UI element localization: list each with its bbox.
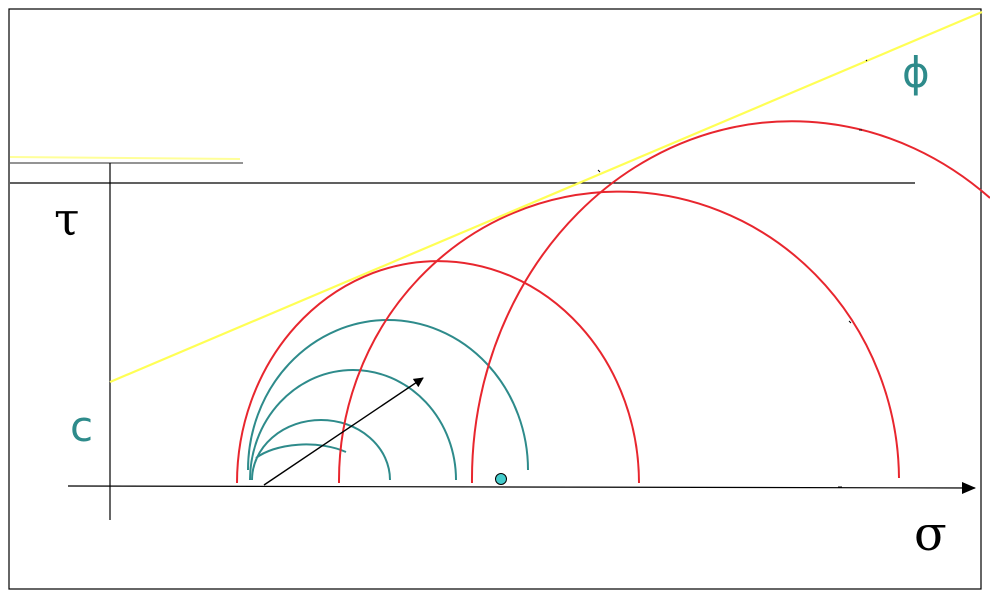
phi-label: ϕ: [902, 48, 930, 97]
stress-path-arrow: [263, 377, 424, 486]
artifact-marks: [597, 59, 868, 488]
tau-label: τ: [54, 192, 80, 246]
failure-circle-3: [470, 120, 990, 484]
sigma-axis: [67, 481, 976, 494]
stress-circle-1: [251, 419, 391, 481]
failure-circles: [236, 120, 990, 484]
stress-circle-small-arc: [255, 443, 347, 459]
stress-point-icon: [495, 473, 507, 485]
failure-circle-1: [236, 260, 640, 484]
faint-envelope-fragment: [9, 156, 241, 160]
stress-circle-2: [249, 369, 457, 481]
outer-frame: [8, 8, 982, 590]
cohesion-label: c: [70, 402, 94, 451]
failure-envelope: [109, 10, 983, 384]
stress-circles: [247, 319, 529, 481]
failure-circle-2: [337, 190, 900, 484]
sigma-label: σ: [914, 506, 947, 562]
stress-circle-3: [247, 319, 529, 471]
